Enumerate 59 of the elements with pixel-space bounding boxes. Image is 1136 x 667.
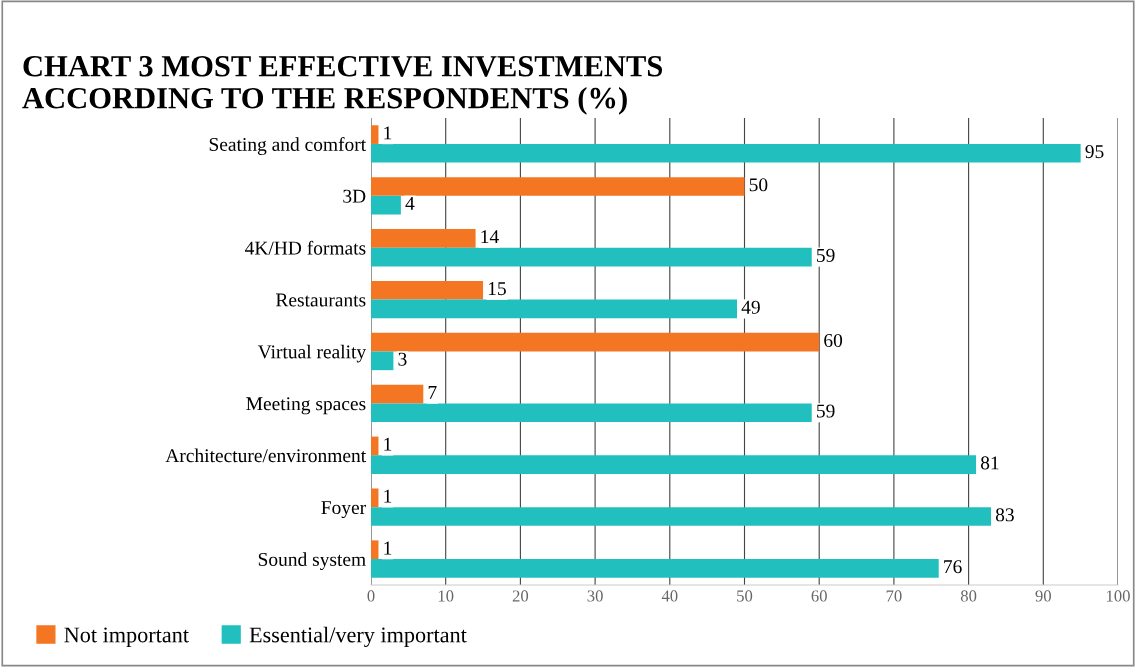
bar xyxy=(371,195,401,215)
bar xyxy=(371,299,738,319)
x-tick-label: 0 xyxy=(367,590,375,602)
bar xyxy=(371,488,379,508)
x-tick-label: 70 xyxy=(886,590,902,602)
x-tick-label: 40 xyxy=(661,590,678,602)
data-label: 4 xyxy=(405,197,415,210)
data-label: 3 xyxy=(398,352,407,366)
y-tick-label: Sound system xyxy=(258,552,366,570)
bar xyxy=(371,403,812,423)
data-label: 95 xyxy=(1085,145,1104,159)
data-label: 76 xyxy=(944,560,962,574)
y-tick-label: Meeting spaces xyxy=(246,397,366,415)
data-label: 1 xyxy=(384,126,392,140)
data-label: 1 xyxy=(384,541,392,555)
data-label: 83 xyxy=(995,508,1014,522)
bar xyxy=(371,177,745,196)
bar xyxy=(371,247,812,267)
bar xyxy=(371,455,977,474)
bar xyxy=(371,507,992,526)
bar xyxy=(371,540,379,560)
legend-label: Essential/very important xyxy=(249,626,467,647)
data-label: 60 xyxy=(824,333,843,348)
data-label: 50 xyxy=(749,178,768,192)
bar xyxy=(371,351,394,371)
x-tick-label: 100 xyxy=(1106,590,1130,602)
data-label: 14 xyxy=(481,230,499,244)
x-tick-label: 60 xyxy=(811,590,827,602)
y-tick-label: Foyer xyxy=(321,501,366,519)
data-label: 59 xyxy=(817,404,835,418)
data-label: 1 xyxy=(384,437,392,451)
y-tick-label: Virtual reality xyxy=(257,344,367,363)
y-tick-label: 3D xyxy=(343,189,366,203)
data-label: 59 xyxy=(817,248,835,262)
legend-label: Not important xyxy=(64,627,189,647)
y-tick-label: 4K/HD formats xyxy=(245,240,366,255)
x-tick-label: 10 xyxy=(438,590,454,602)
bar xyxy=(371,125,379,144)
bar xyxy=(371,559,939,578)
data-label: 15 xyxy=(488,282,506,296)
data-label: 49 xyxy=(741,300,760,314)
y-tick-label: Restaurants xyxy=(275,293,366,307)
bar xyxy=(371,280,484,300)
x-tick-label: 80 xyxy=(960,590,977,602)
bar xyxy=(371,229,476,248)
x-tick-label: 50 xyxy=(737,590,753,602)
chart-title: CHART 3 MOST EFFECTIVE INVESTMENTS ACCORDING TO THE RESPONDENTS (%) xyxy=(22,55,663,115)
data-label: 81 xyxy=(980,456,999,470)
y-tick-label: Architecture/environment xyxy=(165,448,367,463)
x-tick-label: 20 xyxy=(512,590,529,602)
data-label: 1 xyxy=(384,489,392,503)
bar xyxy=(371,436,379,456)
bar xyxy=(371,384,424,404)
bar xyxy=(371,332,820,352)
x-tick-label: 90 xyxy=(1035,590,1051,602)
data-label: 7 xyxy=(428,385,437,399)
x-tick-label: 30 xyxy=(587,590,603,602)
bar xyxy=(371,143,1081,163)
y-tick-label: Seating and comfort xyxy=(209,137,367,155)
